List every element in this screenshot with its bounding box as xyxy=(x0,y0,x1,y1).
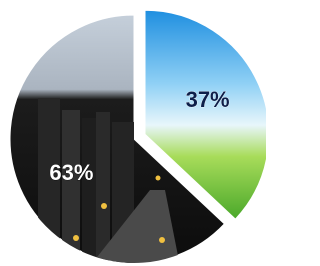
data-label: 63% xyxy=(49,160,93,185)
building xyxy=(62,110,80,266)
data-label: 37% xyxy=(186,87,230,112)
lamp xyxy=(101,203,107,209)
lamp xyxy=(159,237,165,243)
page: {"chart_data": {"type": "pie", "values":… xyxy=(0,0,266,266)
building xyxy=(96,112,110,262)
lamp xyxy=(156,176,161,181)
lamp xyxy=(73,235,79,241)
building xyxy=(82,118,96,266)
chart: 37% 63% xyxy=(0,0,266,266)
